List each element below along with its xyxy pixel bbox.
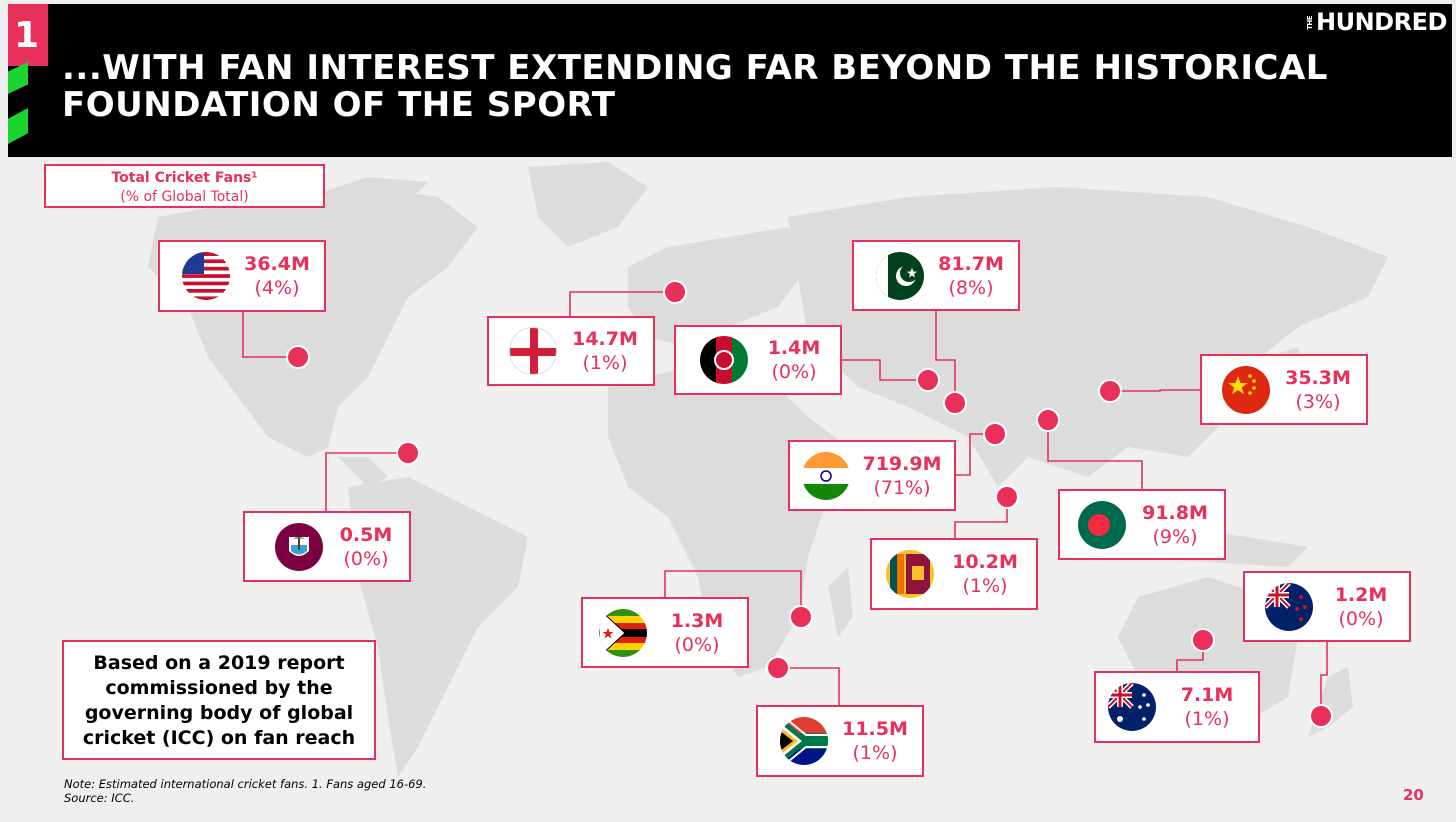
afghanistan-pct: (0%) — [771, 361, 817, 383]
hundred-logo: THEHUNDRED — [1306, 8, 1447, 36]
sri-lanka-flag-icon — [886, 550, 934, 598]
usa-pct: (4%) — [254, 277, 300, 299]
australia-dot[interactable] — [1191, 628, 1215, 652]
usa-value: 36.4M — [244, 253, 310, 275]
australia-value: 7.1M — [1180, 684, 1234, 706]
china-dot[interactable] — [1098, 379, 1122, 403]
report-note: Based on a 2019 report commissioned by t… — [62, 640, 376, 760]
bangladesh-pct: (9%) — [1152, 525, 1198, 548]
south-africa-value: 11.5M — [842, 718, 908, 740]
country-card-usa[interactable]: 36.4M (4%) — [158, 240, 326, 312]
section-number: 1 — [14, 15, 40, 56]
country-card-australia[interactable]: 7.1M (1%) — [1094, 671, 1260, 743]
footnote-line-1: Note: Estimated international cricket fa… — [64, 777, 427, 791]
page-title: ...WITH FAN INTEREST EXTENDING FAR BEYON… — [62, 48, 1328, 125]
zimbabwe-value: 1.3M — [670, 609, 724, 632]
zimbabwe-pct: (0%) — [674, 633, 720, 656]
bangladesh-dot[interactable] — [1036, 408, 1060, 432]
pakistan-flag-icon — [876, 251, 924, 300]
usa-flag-icon — [182, 252, 230, 300]
west-indies-dot[interactable] — [396, 441, 420, 465]
header-bar — [8, 4, 1452, 157]
afghanistan-value: 1.4M — [767, 337, 821, 359]
england-value: 14.7M — [572, 328, 638, 350]
country-card-south-africa[interactable]: 11.5M (1%) — [756, 705, 924, 777]
sri-lanka-dot[interactable] — [995, 485, 1019, 509]
afghanistan-dot[interactable] — [916, 368, 940, 392]
south-africa-flag-icon — [780, 717, 828, 765]
west-indies-value: 0.5M — [339, 523, 393, 546]
footnote: Note: Estimated international cricket fa… — [64, 777, 426, 805]
australia-flag-icon — [1108, 683, 1156, 731]
china-pct: (3%) — [1295, 390, 1341, 413]
zimbabwe-flag-icon — [599, 608, 647, 657]
england-dot[interactable] — [663, 280, 687, 304]
country-card-sri-lanka[interactable]: 10.2M (1%) — [870, 538, 1038, 610]
india-value: 719.9M — [862, 452, 942, 475]
country-card-bangladesh[interactable]: 91.8M (9%) — [1058, 489, 1226, 560]
logo-prefix: THE — [1306, 16, 1314, 30]
afghanistan-flag-icon — [700, 336, 748, 384]
green-accent-2 — [8, 108, 28, 144]
new-zealand-flag-icon — [1265, 582, 1313, 631]
bangladesh-value: 91.8M — [1142, 501, 1208, 524]
england-flag-icon — [509, 327, 557, 375]
new-zealand-value: 1.2M — [1334, 583, 1388, 606]
country-card-india[interactable]: 719.9M (71%) — [788, 440, 956, 511]
england-pct: (1%) — [582, 352, 628, 374]
legend-box: Total Cricket Fans¹ (% of Global Total) — [44, 164, 325, 208]
south-africa-pct: (1%) — [852, 742, 898, 764]
legend-title: Total Cricket Fans¹ — [111, 170, 258, 186]
country-card-zimbabwe[interactable]: 1.3M (0%) — [581, 597, 749, 668]
new-zealand-dot[interactable] — [1309, 704, 1333, 728]
country-card-afghanistan[interactable]: 1.4M (0%) — [674, 325, 842, 395]
bangladesh-flag-icon — [1078, 500, 1126, 549]
country-card-pakistan[interactable]: 81.7M (8%) — [852, 240, 1020, 311]
new-zealand-pct: (0%) — [1338, 607, 1384, 630]
china-flag-icon — [1222, 365, 1270, 414]
india-pct: (71%) — [873, 476, 931, 499]
pakistan-dot[interactable] — [943, 391, 967, 415]
pakistan-pct: (8%) — [948, 276, 994, 299]
sri-lanka-pct: (1%) — [962, 575, 1008, 597]
usa-dot[interactable] — [286, 345, 310, 369]
australia-pct: (1%) — [1184, 708, 1230, 730]
page-number: 20 — [1403, 786, 1424, 804]
green-accent-1 — [8, 62, 28, 94]
india-dot[interactable] — [983, 422, 1007, 446]
country-card-china[interactable]: 35.3M (3%) — [1200, 354, 1368, 425]
logo-text: HUNDRED — [1316, 8, 1447, 36]
section-tab — [8, 4, 48, 66]
west-indies-flag-icon — [275, 522, 323, 571]
china-value: 35.3M — [1285, 366, 1351, 389]
zimbabwe-dot[interactable] — [789, 605, 813, 629]
country-card-new-zealand[interactable]: 1.2M (0%) — [1243, 571, 1411, 642]
legend-subtitle: (% of Global Total) — [120, 189, 249, 205]
india-flag-icon — [802, 451, 850, 500]
west-indies-pct: (0%) — [343, 547, 389, 570]
sri-lanka-value: 10.2M — [952, 551, 1018, 573]
country-card-west-indies[interactable]: 0.5M (0%) — [243, 511, 411, 582]
south-africa-dot[interactable] — [766, 656, 790, 680]
footnote-source: Source: ICC. — [64, 791, 135, 805]
country-card-england[interactable]: 14.7M (1%) — [487, 316, 655, 386]
pakistan-value: 81.7M — [938, 252, 1004, 275]
